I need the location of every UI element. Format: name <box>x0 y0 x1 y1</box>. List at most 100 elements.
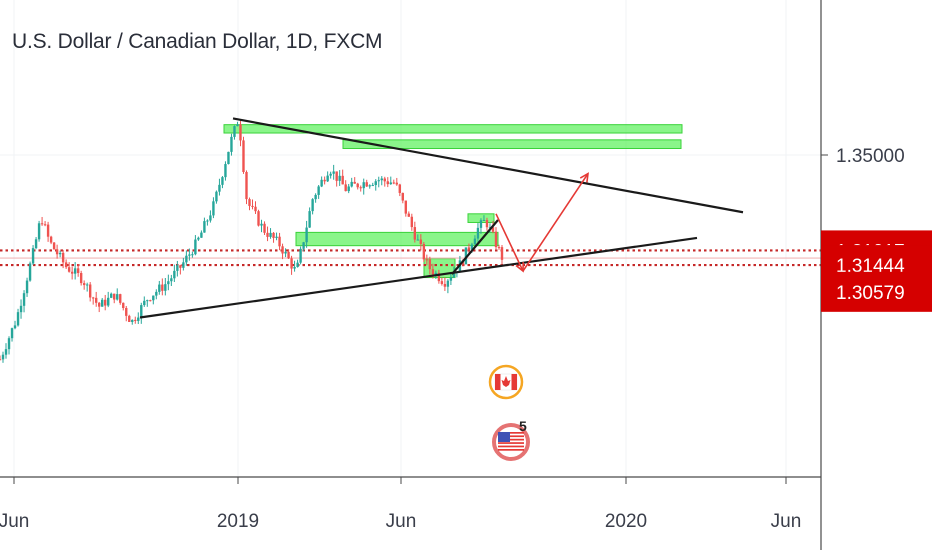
candle-body <box>410 216 414 228</box>
candle-body <box>428 259 432 270</box>
candle-body <box>476 227 480 239</box>
canada-flag-icon[interactable] <box>488 364 524 400</box>
x-tick-label: 2020 <box>605 511 647 532</box>
us-flag-stripe <box>498 445 524 448</box>
candle-body <box>206 220 209 222</box>
candle-body <box>248 199 251 206</box>
candle-body <box>329 173 332 176</box>
candle-body <box>470 244 474 250</box>
candle-body <box>266 232 269 237</box>
candle-body <box>359 187 362 189</box>
candle-body <box>215 191 218 202</box>
candle-body <box>374 181 377 186</box>
candle-body <box>61 252 65 263</box>
candles <box>0 119 504 363</box>
candle-body <box>386 181 389 185</box>
candle-body <box>494 231 498 248</box>
canada-flag-band-right <box>511 374 517 390</box>
candle-body <box>422 244 426 260</box>
candle-body <box>257 211 260 226</box>
candle-body <box>28 263 32 281</box>
candle-body <box>149 300 152 302</box>
candle-body <box>281 246 284 254</box>
candle-body <box>296 262 299 268</box>
x-tick-label: 2019 <box>217 511 259 532</box>
candle-body <box>76 268 80 274</box>
candle-body <box>218 184 221 192</box>
candle-body <box>287 251 290 259</box>
us-flag-icon[interactable]: 5 <box>492 418 530 461</box>
candle-body <box>419 239 423 245</box>
us-flag-stripe <box>498 449 524 451</box>
candle-body <box>485 219 489 228</box>
candle-body <box>392 182 395 184</box>
supply-demand-zones <box>223 124 683 279</box>
candle-body <box>233 126 236 137</box>
candle-body <box>239 124 242 141</box>
candle-body <box>46 224 50 237</box>
candle-body <box>308 211 311 228</box>
candle-body <box>317 186 320 195</box>
candle-body <box>398 184 401 193</box>
candle-body <box>16 312 20 326</box>
candle-body <box>446 280 450 287</box>
x-tick-label: Jun <box>771 511 802 532</box>
candle-body <box>368 185 371 187</box>
candle-body <box>185 255 188 263</box>
candle-body <box>341 175 344 185</box>
candle-body <box>188 254 191 256</box>
candle-body <box>413 227 417 240</box>
trendline-rally-line <box>451 219 499 275</box>
candle-body <box>170 278 173 282</box>
candle-body <box>155 291 158 296</box>
candle-body <box>70 271 74 274</box>
maple-leaf-shape <box>501 376 511 387</box>
candle-body <box>52 242 56 250</box>
candle-body <box>0 359 2 361</box>
candle-body <box>101 299 104 307</box>
candle-body <box>40 223 44 225</box>
candle-body <box>143 300 146 306</box>
candle-body <box>311 199 314 212</box>
us-flag-stripe <box>498 432 524 434</box>
horizontal-levels <box>0 249 821 267</box>
candle-body <box>344 184 347 192</box>
candle-body <box>416 239 420 241</box>
candle-body <box>443 283 447 287</box>
candle-body <box>113 293 116 300</box>
projection-arrows <box>495 172 589 273</box>
candle-body <box>245 172 248 200</box>
candle-body <box>377 180 380 182</box>
candle-body <box>290 258 293 269</box>
candle-body <box>383 178 386 182</box>
candle-body <box>167 281 170 285</box>
candle-body <box>224 164 227 178</box>
candle-body <box>299 248 302 263</box>
event-markers: 5 <box>488 364 530 461</box>
candle-body <box>275 236 278 238</box>
candle-body <box>236 124 239 127</box>
candle-body <box>479 220 483 228</box>
candle-body <box>260 223 263 226</box>
candle-body <box>82 283 86 286</box>
candle-body <box>305 227 308 243</box>
candle-body <box>362 182 365 189</box>
candle-body <box>335 171 338 181</box>
zone-rect <box>342 139 682 150</box>
y-tick-label: 1.35000 <box>836 146 905 167</box>
candle-body <box>10 328 14 339</box>
candle-body <box>338 175 341 181</box>
us-flag-canton <box>498 432 510 442</box>
candle-body <box>7 338 11 350</box>
candle-body <box>491 227 495 232</box>
candle-body <box>437 272 441 282</box>
zone-rect <box>295 231 499 247</box>
candle-body <box>278 236 281 247</box>
x-tick-label: Jun <box>386 511 417 532</box>
candle-body <box>134 319 137 321</box>
trendlines <box>139 117 744 319</box>
candle-body <box>326 175 329 182</box>
